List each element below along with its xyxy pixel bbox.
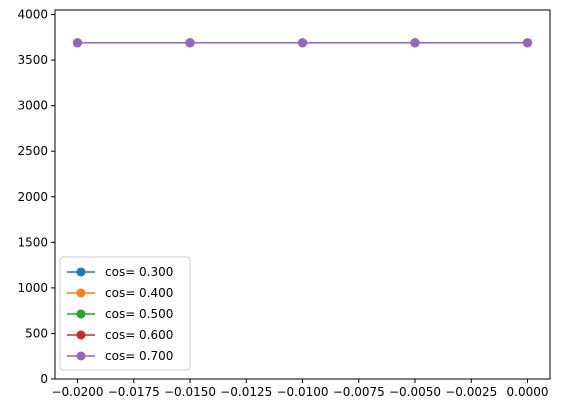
legend-item: cos= 0.400 (67, 286, 173, 300)
y-tick-label: 4000 (17, 8, 48, 22)
data-point (185, 38, 195, 48)
legend-label: cos= 0.500 (105, 307, 173, 321)
legend-item: cos= 0.700 (67, 349, 173, 363)
data-point (73, 38, 82, 48)
data-point (298, 38, 307, 48)
y-tick-label: 1000 (17, 281, 48, 295)
legend-marker (76, 351, 86, 361)
series-5 (73, 38, 532, 48)
legend-label: cos= 0.300 (105, 265, 173, 279)
legend-item: cos= 0.300 (67, 265, 173, 279)
y-tick-label: 2500 (17, 144, 48, 158)
legend-item: cos= 0.600 (67, 328, 173, 342)
x-tick-label: 0.0000 (507, 385, 549, 399)
x-tick-label: −0.0150 (164, 385, 216, 399)
x-tick-label: −0.0200 (51, 385, 103, 399)
legend-box (59, 256, 191, 371)
x-tick-label: −0.0100 (276, 385, 328, 399)
legend-marker (76, 330, 86, 340)
data-point (523, 38, 532, 48)
series-layer (73, 38, 532, 48)
y-tick-label: 3000 (17, 99, 48, 113)
plot-area (54, 9, 551, 380)
legend-marker (76, 288, 86, 298)
legend-item: cos= 0.500 (67, 307, 173, 321)
x-tick-label: −0.0075 (333, 385, 385, 399)
x-tick-label: −0.0025 (445, 385, 497, 399)
x-tick-label: −0.0050 (389, 385, 441, 399)
y-tick-label: 1500 (17, 235, 48, 249)
legend-label: cos= 0.400 (105, 286, 173, 300)
legend-marker (76, 309, 86, 319)
x-tick-label: −0.0175 (108, 385, 160, 399)
y-axis: 0 500 1000 1500 2000 2500 3000 3500 4000 (17, 8, 55, 386)
y-tick-label: 2000 (17, 190, 48, 204)
legend: cos= 0.300 cos= 0.400 cos= 0.500 cos= 0.600… (59, 256, 191, 371)
y-tick-label: 3500 (17, 53, 48, 67)
legend-label: cos= 0.700 (105, 349, 173, 363)
y-tick-label: 500 (25, 326, 48, 340)
legend-marker (76, 267, 86, 277)
x-tick-label: −0.0125 (220, 385, 272, 399)
y-tick-label: 0 (40, 372, 48, 386)
x-axis: −0.0200 −0.0175 −0.0150 −0.0125 −0.0100 −0.00… (51, 379, 549, 399)
legend-label: cos= 0.600 (105, 328, 173, 342)
data-point (410, 38, 420, 48)
